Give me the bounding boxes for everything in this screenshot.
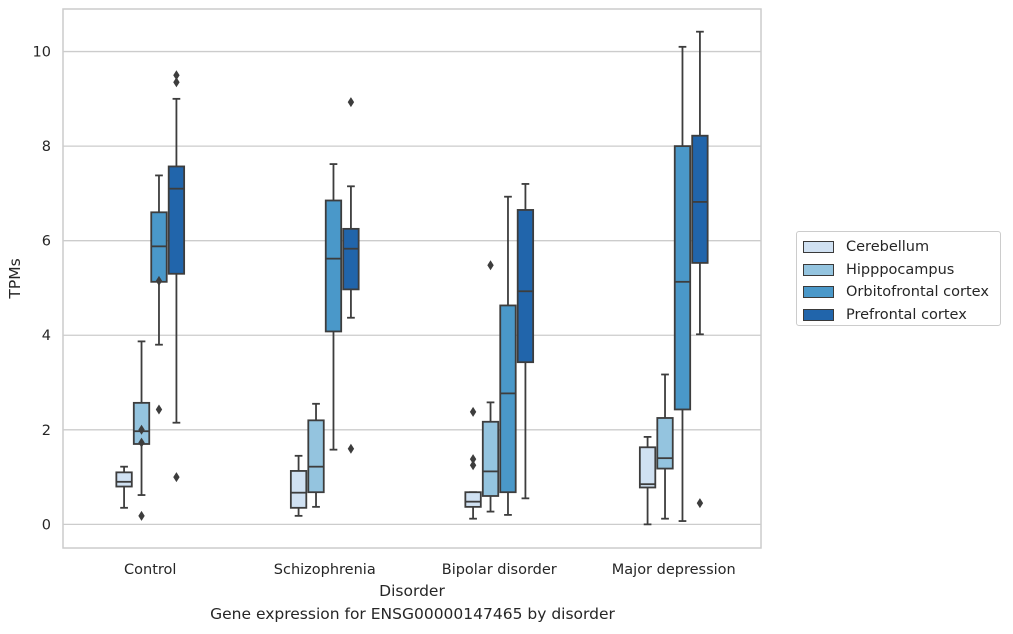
- outlier-point: [347, 97, 355, 108]
- legend-label: Prefrontal cortex: [846, 306, 967, 323]
- box-iqr: [289, 470, 308, 509]
- box-bipolar-disorder-orbitofrontal-cortex: [499, 195, 517, 516]
- legend: Cerebellum Hipppocampus Orbitofrontal cort…: [796, 231, 1001, 326]
- box-iqr: [516, 209, 535, 364]
- box-iqr: [656, 417, 674, 470]
- outlier-point: [173, 472, 180, 483]
- box-bipolar-disorder-cerebellum: [464, 406, 482, 520]
- legend-swatch: [803, 286, 834, 299]
- box-control-orbitofrontal-cortex: [150, 174, 168, 415]
- legend-label: Hipppocampus: [846, 261, 955, 278]
- box-schizophrenia-orbitofrontal-cortex: [324, 163, 343, 451]
- y-tick-label: 0: [42, 517, 51, 533]
- box-control-cerebellum: [115, 465, 133, 509]
- box-bipolar-disorder-prefrontal-cortex: [516, 183, 535, 500]
- box-iqr: [464, 491, 482, 508]
- box-major-depression-prefrontal-cortex: [691, 30, 709, 509]
- box-major-depression-orbitofrontal-cortex: [673, 45, 692, 522]
- box-iqr: [638, 446, 657, 489]
- legend-label: Cerebellum: [846, 239, 930, 256]
- outlier-point: [138, 437, 145, 448]
- x-tick-label: Major depression: [612, 562, 736, 578]
- y-tick-label: 6: [42, 234, 51, 250]
- y-tick-label: 2: [42, 423, 51, 439]
- grid-lines: [63, 50, 761, 526]
- box-schizophrenia-prefrontal-cortex: [342, 97, 360, 454]
- y-tick-labels: 0 2 4 6 8 10: [33, 45, 51, 534]
- x-tick-label: Control: [124, 562, 176, 578]
- box-schizophrenia-hipppocampus: [307, 402, 325, 508]
- legend-label: Orbitofrontal cortex: [846, 284, 989, 301]
- outlier-point: [155, 275, 163, 286]
- x-tick-label: Bipolar disorder: [442, 562, 557, 578]
- legend-swatch: [803, 308, 834, 321]
- outlier-point: [173, 77, 180, 88]
- box-major-depression-cerebellum: [638, 435, 657, 526]
- box-schizophrenia-cerebellum: [289, 454, 308, 517]
- legend-swatch: [803, 263, 834, 276]
- x-axis-label: Disorder: [379, 582, 445, 600]
- box-control-prefrontal-cortex: [167, 70, 186, 483]
- outlier-point: [696, 498, 704, 509]
- boxes-layer: [115, 30, 709, 526]
- legend-item-orbitofrontal-cortex: Orbitofrontal cortex: [803, 281, 1000, 304]
- box-iqr: [115, 471, 133, 488]
- outlier-point: [173, 70, 180, 81]
- legend-item-prefrontal-cortex: Prefrontal cortex: [803, 304, 1000, 327]
- legend-item-hipppocampus: Hipppocampus: [803, 259, 1000, 282]
- box-iqr: [324, 199, 343, 333]
- box-control-hipppocampus: [132, 340, 151, 521]
- chart-caption: Gene expression for ENSG00000147465 by d…: [210, 605, 615, 623]
- x-tick-labels: Control Schizophrenia Bipolar disorder Majo…: [124, 562, 736, 578]
- outlier-point: [155, 404, 163, 415]
- box-major-depression-hipppocampus: [656, 373, 674, 520]
- box-iqr: [673, 145, 692, 411]
- y-axis-label: TPMs: [6, 258, 24, 299]
- y-tick-label: 10: [33, 45, 51, 61]
- box-bipolar-disorder-hipppocampus: [481, 260, 500, 513]
- box-iqr: [167, 165, 186, 275]
- legend-item-cerebellum: Cerebellum: [803, 236, 1000, 259]
- outlier-point: [138, 510, 145, 521]
- outlier-point: [469, 460, 477, 471]
- outlier-point: [347, 443, 355, 454]
- outlier-point: [469, 454, 477, 465]
- x-tick-label: Schizophrenia: [274, 562, 376, 578]
- legend-swatch: [803, 241, 834, 254]
- outlier-point: [138, 424, 145, 435]
- box-iqr: [691, 134, 709, 264]
- box-iqr: [499, 304, 517, 494]
- plot-frame: [62, 8, 762, 549]
- box-iqr: [342, 227, 360, 291]
- outlier-point: [469, 406, 477, 417]
- y-tick-label: 8: [42, 139, 51, 155]
- y-tick-label: 4: [42, 328, 51, 344]
- outlier-point: [487, 260, 494, 271]
- box-iqr: [481, 420, 500, 497]
- box-iqr: [307, 419, 325, 494]
